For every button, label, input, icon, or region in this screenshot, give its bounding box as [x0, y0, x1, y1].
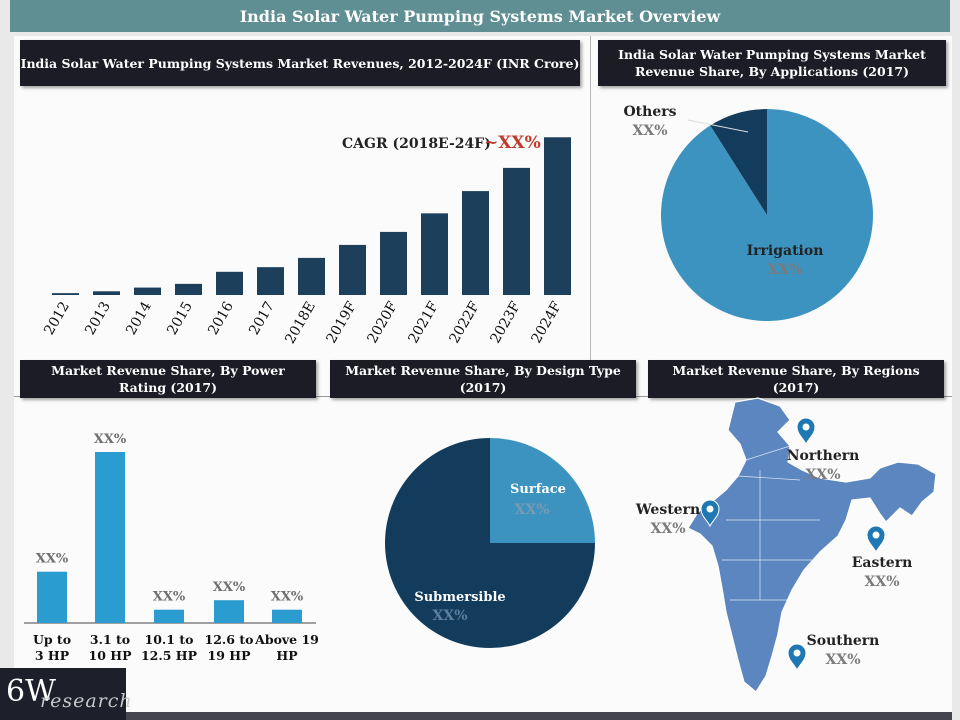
applications-chart-title-text: India Solar Water Pumping Systems Market…	[618, 47, 926, 79]
design-type-pie-chart	[385, 438, 595, 648]
power-3-tick-label: 12.6 to 19 HP	[205, 632, 254, 663]
revenue-bar-2023F	[503, 167, 530, 295]
revenue-tick-2013: 2013	[82, 299, 114, 338]
power-1-bar	[95, 452, 125, 623]
revenue-tick-2014: 2014	[123, 299, 155, 338]
revenue-tick-2018E: 2018E	[282, 299, 319, 347]
northern-pin-icon	[796, 417, 816, 446]
revenue-bar-2014	[134, 287, 161, 295]
cagr-value: ~XX%	[484, 133, 541, 153]
surface-label: Surface	[510, 482, 566, 497]
column-divider	[590, 36, 591, 396]
power-1-value-label: XX%	[94, 432, 127, 447]
design-type-chart-title: Market Revenue Share, By Design Type (20…	[330, 360, 636, 398]
design-type-chart-title-text: Market Revenue Share, By Design Type (20…	[345, 363, 621, 395]
power-3-value-label: XX%	[213, 580, 246, 595]
revenue-tick-2012: 2012	[41, 299, 73, 338]
company-logo: 6W research	[0, 668, 132, 720]
revenue-tick-2019F: 2019F	[323, 299, 360, 347]
power-4-value-label: XX%	[271, 590, 304, 605]
revenue-chart-title: India Solar Water Pumping Systems Market…	[20, 40, 580, 86]
revenue-tick-2020F: 2020F	[364, 299, 401, 347]
power-rating-chart-title-text: Market Revenue Share, By Power Rating (2…	[51, 363, 285, 395]
submersible-label: Submersible	[414, 590, 505, 605]
irrigation-value: XX%	[767, 262, 802, 278]
design-slice-surface	[490, 438, 595, 543]
design-slice-submersible	[385, 438, 595, 648]
revenue-bar-2018E	[298, 257, 325, 295]
others-leader-line	[687, 119, 749, 133]
page-header: India Solar Water Pumping Systems Market…	[10, 0, 950, 32]
others-value: XX%	[632, 123, 667, 139]
applications-pie-chart	[660, 109, 873, 321]
region-northern-value: XX%	[805, 467, 840, 483]
southern-pin-icon	[787, 643, 807, 672]
revenue-chart-title-text: India Solar Water Pumping Systems Market…	[20, 55, 580, 71]
revenue-bar-2020F	[380, 231, 407, 295]
submersible-value: XX%	[432, 608, 467, 624]
logo-text: research	[40, 690, 133, 712]
power-0-value-label: XX%	[36, 552, 69, 567]
cagr-label: CAGR (2018E-24F)	[342, 136, 491, 152]
revenue-tick-2017: 2017	[246, 299, 278, 338]
regions-chart-title: Market Revenue Share, By Regions (2017)	[648, 360, 944, 398]
power-1-tick-label: 3.1 to 10 HP	[89, 632, 133, 663]
western-pin-icon	[700, 499, 720, 528]
eastern-pin-icon	[866, 525, 886, 554]
power-0-bar	[37, 571, 67, 623]
applications-slice-others	[710, 109, 767, 215]
revenue-bar-2021F	[421, 213, 448, 295]
logo-mark: 6W	[6, 674, 56, 709]
applications-slice-irrigation	[660, 109, 873, 321]
state-borders	[722, 445, 820, 601]
revenue-bar-2013	[93, 291, 120, 295]
revenue-tick-2022F: 2022F	[446, 299, 483, 347]
regions-chart-title-text: Market Revenue Share, By Regions (2017)	[672, 363, 920, 395]
region-western-label: Western	[635, 502, 700, 518]
india-map-shape	[687, 397, 937, 693]
irrigation-label: Irrigation	[747, 243, 824, 259]
revenue-tick-2021F: 2021F	[405, 299, 442, 347]
power-4-bar	[272, 609, 302, 623]
power-2-value-label: XX%	[153, 590, 186, 605]
footer-bar	[126, 712, 952, 720]
page-title: India Solar Water Pumping Systems Market…	[239, 6, 721, 26]
revenue-bar-2012	[52, 293, 79, 295]
revenue-tick-2023F: 2023F	[487, 299, 524, 347]
revenue-bar-chart: 2012 2013 2014 2015 2016 2017 2018E 2019F 2020F 2…	[41, 137, 571, 347]
power-4-tick-label: Above 19 HP	[254, 632, 319, 663]
power-3-bar	[214, 600, 244, 623]
power-rating-bar-chart: XX% Up to 3 HP XX% 3.1 to 10 HP XX% 10.1 to 12.5…	[24, 432, 319, 663]
region-eastern-label: Eastern	[852, 555, 913, 571]
revenue-tick-2015: 2015	[164, 299, 196, 338]
region-northern-label: Northern	[787, 448, 860, 464]
power-rating-chart-title: Market Revenue Share, By Power Rating (2…	[20, 360, 316, 398]
revenue-tick-2016: 2016	[205, 299, 237, 338]
power-0-tick-label: Up to 3 HP	[33, 632, 71, 663]
surface-value: XX%	[514, 502, 549, 518]
india-map	[687, 397, 937, 693]
power-2-tick-label: 10.1 to 12.5 HP	[141, 632, 198, 663]
revenue-tick-2024F: 2024F	[528, 299, 565, 347]
region-western-value: XX%	[650, 521, 685, 537]
revenue-bar-2019F	[339, 244, 366, 295]
revenue-bar-2015	[175, 283, 202, 295]
region-southern-value: XX%	[825, 652, 860, 668]
others-label: Others	[623, 104, 676, 120]
applications-chart-title: India Solar Water Pumping Systems Market…	[598, 40, 946, 86]
revenue-bar-2022F	[462, 191, 489, 295]
power-2-bar	[154, 609, 184, 623]
revenue-bar-2024F	[544, 137, 571, 295]
region-eastern-value: XX%	[864, 574, 899, 590]
region-southern-label: Southern	[807, 633, 880, 649]
revenue-bar-2017	[257, 267, 284, 295]
revenue-bar-2016	[216, 271, 243, 295]
